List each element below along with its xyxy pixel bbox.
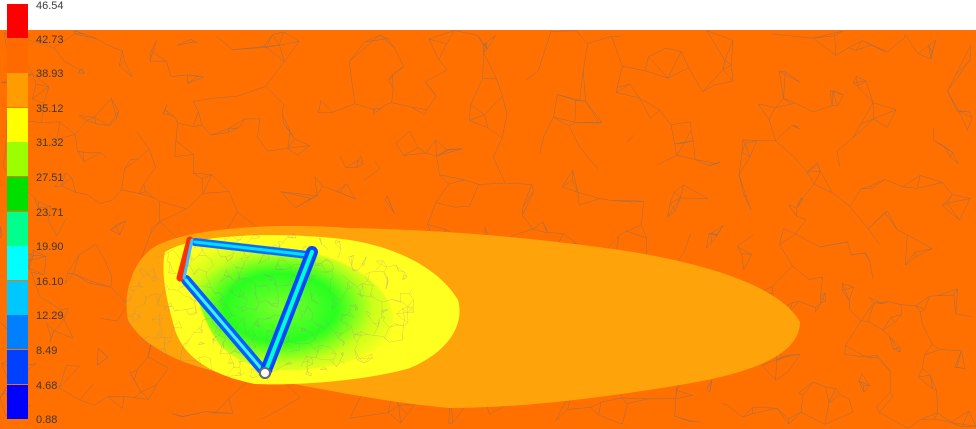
immersed-body xyxy=(176,236,318,379)
top-margin xyxy=(0,0,976,30)
